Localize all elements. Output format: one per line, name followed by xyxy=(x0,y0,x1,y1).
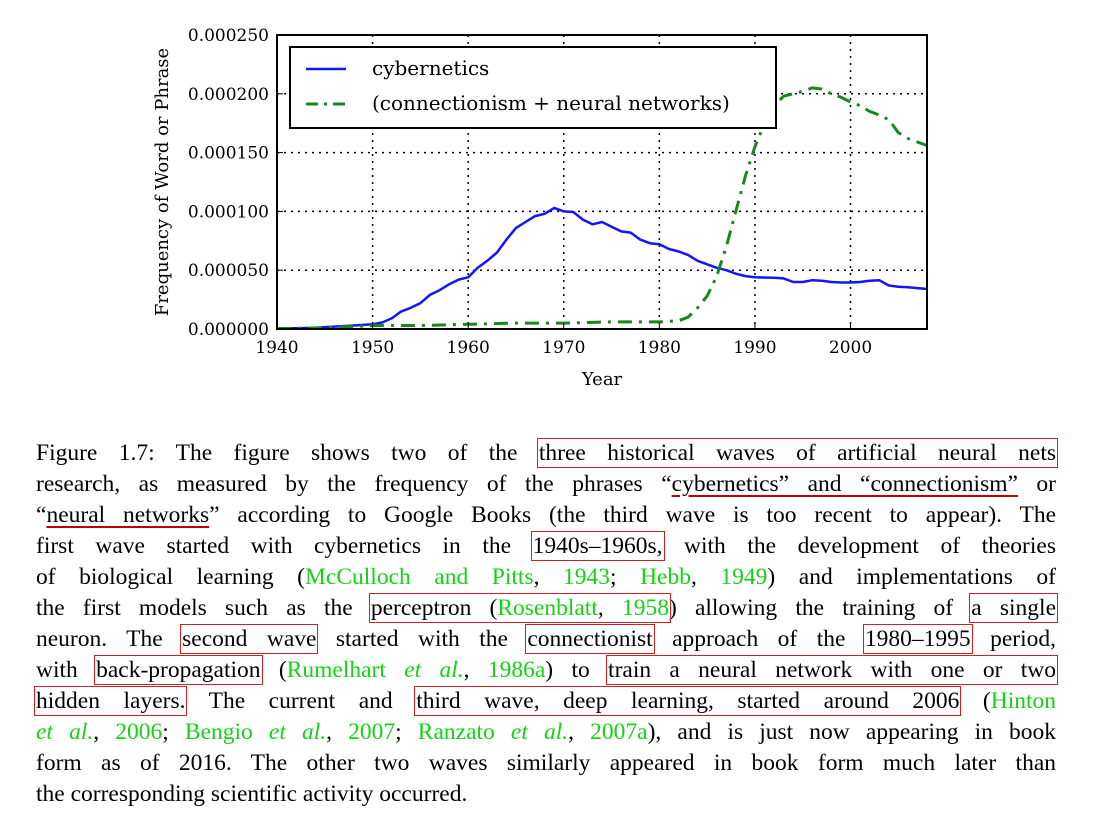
x-tick-label: 1980 xyxy=(638,338,681,358)
caption-line: “neural networks” according to Google Bo… xyxy=(36,502,1056,528)
citation-link[interactable]: 2007a xyxy=(590,719,648,745)
y-tick-label: 0.000150 xyxy=(188,144,269,164)
y-tick-label: 0.000200 xyxy=(188,85,269,105)
y-tick-label: 0.000050 xyxy=(188,261,269,281)
axis-ticks: 1940 1950 1960 1970 1980 1990 2000 0.000000 0.00… xyxy=(188,26,872,358)
caption-line: et al., 2006; Bengio et al., 2007; Ranza… xyxy=(36,719,1057,745)
legend-box xyxy=(289,46,777,129)
citation-link[interactable]: Ranzato et al. xyxy=(417,719,569,745)
x-tick-label: 2000 xyxy=(829,338,872,358)
annotation-box: perceptron (Rosenblatt, 1958 xyxy=(368,593,671,623)
caption-line: first wave started with cybernetics in t… xyxy=(36,531,1056,561)
citation-link[interactable]: Bengio et al. xyxy=(184,719,327,745)
annotation-underline: cybernetics” and “connectionism” xyxy=(671,471,1018,497)
annotation-box: third wave, deep learning, started aroun… xyxy=(414,686,962,716)
annotation-box: connectionist xyxy=(525,624,655,654)
series-line-connectionism xyxy=(276,86,928,331)
caption-line: the first models such as the perceptron … xyxy=(36,593,1059,623)
y-axis-label: Frequency of Word or Phrase xyxy=(152,48,173,316)
citation-link[interactable]: 1943 xyxy=(563,564,610,590)
x-tick-label: 1950 xyxy=(351,338,394,358)
citation-link[interactable]: Hinton xyxy=(990,688,1056,714)
citation-link[interactable]: 1958 xyxy=(621,595,669,621)
annotation-box: 1940s–1960s, xyxy=(530,531,665,561)
x-tick-label: 1940 xyxy=(255,338,298,358)
caption-line: Figure 1.7: The figure shows two of the … xyxy=(36,438,1059,468)
chart-series xyxy=(276,86,928,331)
legend-label-cybernetics: cybernetics xyxy=(372,56,489,80)
caption-line: form as of 2016. The other two waves sim… xyxy=(36,750,1056,776)
annotation-underline: neural networks xyxy=(46,502,210,528)
annotation-box: train a neural network with one or two xyxy=(606,655,1059,685)
caption-line: neuron. The second wave started with the… xyxy=(36,624,1056,654)
citation-link[interactable]: Rosenblatt xyxy=(497,595,598,621)
annotation-box: three historical waves of artificial neu… xyxy=(536,438,1059,468)
chart-legend: cybernetics (connectionism + neural netw… xyxy=(289,46,777,129)
citation-link[interactable]: Hebb xyxy=(640,564,691,590)
x-tick-label: 1960 xyxy=(447,338,490,358)
annotation-box: second wave xyxy=(180,624,319,654)
citation-link[interactable]: 2007 xyxy=(348,719,396,745)
plot-frame xyxy=(276,34,928,330)
annotation-box: a single xyxy=(969,593,1059,623)
citation-link[interactable]: 1986a xyxy=(487,657,546,683)
y-tick-label: 0.000100 xyxy=(188,202,269,222)
citation-link[interactable]: et al. xyxy=(36,719,94,745)
figure-caption: Figure 1.7: The figure shows two of the … xyxy=(33,438,1059,810)
caption-line: the corresponding scientific activity oc… xyxy=(36,781,468,807)
citation-link[interactable]: McCulloch and Pitts xyxy=(305,564,534,590)
series-line-cybernetics xyxy=(276,206,928,330)
legend-label-connectionism: (connectionism + neural networks) xyxy=(372,91,730,115)
annotation-box: back-propagation xyxy=(94,655,263,685)
caption-line: research, as measured by the frequency o… xyxy=(36,471,1057,497)
frequency-line-chart: 1940 1950 1960 1970 1980 1990 2000 0.000000 0.00… xyxy=(152,26,928,390)
caption-line: hidden layers. The current and third wav… xyxy=(33,686,1056,716)
caption-line: with back-propagation (Rumelhart et al.,… xyxy=(36,655,1059,685)
x-axis-label: Year xyxy=(581,369,623,390)
y-tick-label: 0.000250 xyxy=(188,26,269,46)
x-tick-label: 1990 xyxy=(733,338,776,358)
citation-link[interactable]: Rumelhart et al. xyxy=(286,657,464,683)
x-tick-label: 1970 xyxy=(542,338,585,358)
caption-line: of biological learning (McCulloch and Pi… xyxy=(36,564,1057,590)
citation-link[interactable]: 1949 xyxy=(720,564,768,590)
annotation-box: hidden layers. xyxy=(33,686,188,716)
annotation-box: 1980–1995 xyxy=(862,624,973,654)
citation-link[interactable]: 2006 xyxy=(115,719,163,745)
y-tick-label: 0.000000 xyxy=(188,320,269,340)
